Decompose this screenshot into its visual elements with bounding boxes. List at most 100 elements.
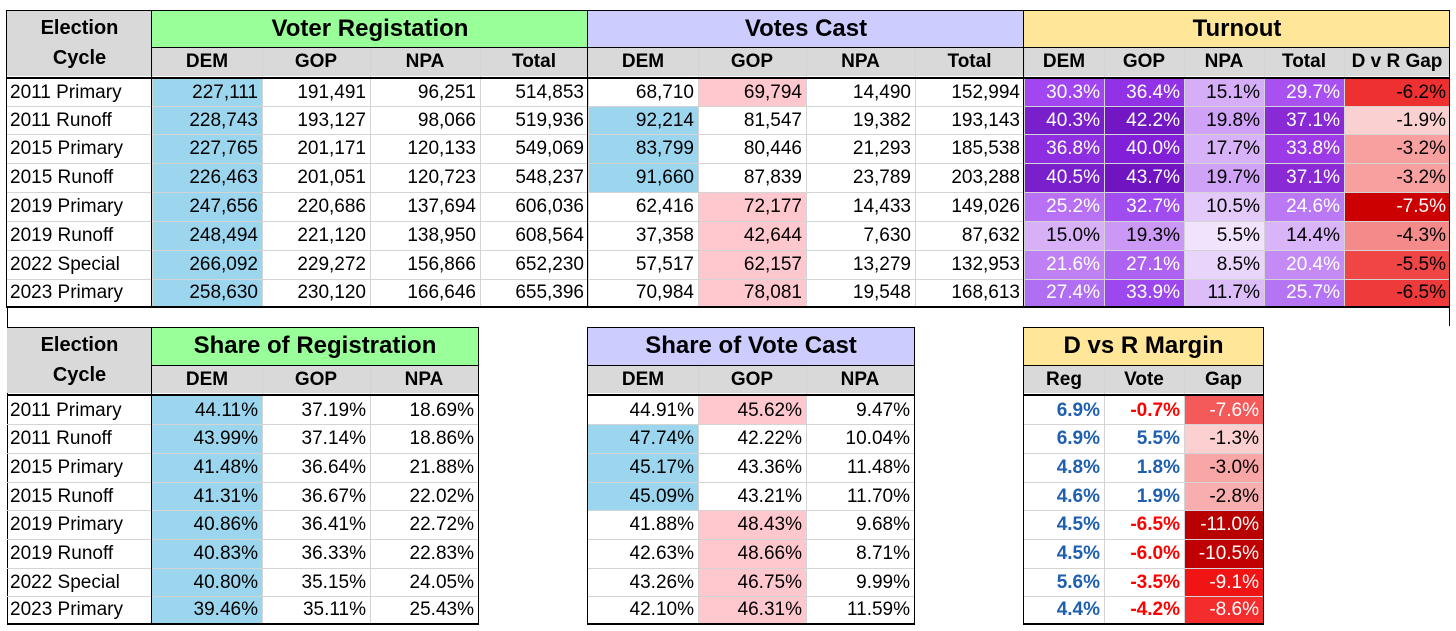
turnout-cell[interactable]: -1.9% — [1344, 106, 1450, 134]
margin-cell[interactable]: -11.0% — [1184, 510, 1263, 539]
share-vote-cell[interactable]: 44.91% — [629, 399, 694, 421]
column-header-gop[interactable]: GOP — [698, 47, 806, 76]
row-label[interactable]: 2019 Primary — [10, 514, 123, 535]
margin-cell[interactable]: 5.5% — [1136, 428, 1180, 449]
votes-cast-cell[interactable]: 70,984 — [635, 282, 694, 303]
share-vote-cell[interactable]: 45.17% — [588, 453, 698, 482]
votes-cast-cell[interactable]: 193,143 — [951, 109, 1020, 131]
share-reg-cell[interactable]: 43.99% — [152, 424, 262, 453]
turnout-cell[interactable]: 33.8% — [1264, 134, 1344, 163]
column-header-dem[interactable]: DEM — [588, 47, 698, 76]
share-vote-cell[interactable]: 46.75% — [698, 568, 806, 596]
margin-cell[interactable]: -3.0% — [1184, 453, 1263, 482]
share-vote-cell[interactable]: 10.04% — [845, 428, 910, 449]
share-vote-cell[interactable]: 47.74% — [588, 424, 698, 453]
votes-cast-cell[interactable]: 19,382 — [852, 109, 911, 131]
registration-cell[interactable]: 247,656 — [152, 192, 262, 221]
turnout-cell[interactable]: -4.3% — [1344, 221, 1450, 250]
registration-cell[interactable]: 201,051 — [297, 167, 366, 188]
share-vote-cell[interactable]: 11.59% — [846, 599, 910, 620]
margin-cell[interactable]: -9.1% — [1184, 568, 1263, 596]
votes-cast-cell[interactable]: 57,517 — [635, 254, 694, 275]
share-vote-cell[interactable]: 42.63% — [629, 543, 694, 564]
margin-cell[interactable]: -3.5% — [1130, 571, 1180, 593]
share-reg-cell[interactable]: 25.43% — [409, 599, 474, 620]
column-header-npa[interactable]: NPA — [1184, 47, 1264, 76]
votes-cast-cell[interactable]: 203,288 — [951, 167, 1020, 188]
votes-cast-cell[interactable]: 7,630 — [863, 225, 911, 246]
turnout-cell[interactable]: 37.1% — [1264, 106, 1344, 134]
row-label[interactable]: 2015 Primary — [10, 457, 123, 478]
column-header-npa[interactable]: NPA — [370, 365, 478, 393]
turnout-cell[interactable]: 8.5% — [1184, 250, 1264, 279]
row-label[interactable]: 2015 Primary — [10, 138, 123, 159]
share-vote-cell[interactable]: 8.71% — [856, 543, 910, 564]
margin-cell[interactable]: -4.2% — [1130, 599, 1180, 620]
row-label[interactable]: 2022 Special — [10, 254, 120, 275]
registration-cell[interactable]: 137,694 — [407, 196, 476, 217]
turnout-cell[interactable]: 30.3% — [1024, 79, 1104, 106]
margin-cell[interactable]: -10.5% — [1184, 539, 1263, 568]
registration-cell[interactable]: 193,127 — [297, 109, 366, 131]
registration-cell[interactable]: 221,120 — [297, 225, 366, 246]
share-vote-cell[interactable]: 43.36% — [737, 457, 802, 478]
votes-cast-cell[interactable]: 152,994 — [951, 82, 1020, 103]
registration-cell[interactable]: 258,630 — [152, 279, 262, 306]
row-label[interactable]: 2023 Primary — [10, 282, 123, 303]
turnout-cell[interactable]: 33.9% — [1104, 279, 1184, 306]
registration-cell[interactable]: 230,120 — [297, 282, 366, 303]
share-reg-cell[interactable]: 24.05% — [409, 571, 474, 593]
column-header-total[interactable]: Total — [915, 47, 1024, 76]
registration-cell[interactable]: 266,092 — [152, 250, 262, 279]
share-vote-cell[interactable]: 11.70% — [846, 485, 910, 507]
share-reg-cell[interactable]: 44.11% — [152, 396, 262, 424]
share-vote-cell[interactable]: 11.48% — [846, 457, 910, 478]
turnout-cell[interactable]: 40.3% — [1024, 106, 1104, 134]
column-header-gop[interactable]: GOP — [1104, 47, 1184, 76]
column-header-npa[interactable]: NPA — [806, 47, 915, 76]
margin-cell[interactable]: 4.5% — [1056, 543, 1100, 564]
share-reg-cell[interactable]: 22.02% — [409, 485, 474, 507]
margin-cell[interactable]: 1.8% — [1136, 457, 1180, 478]
row-label[interactable]: 2019 Runoff — [10, 543, 114, 564]
row-label[interactable]: 2011 Runoff — [10, 428, 112, 449]
margin-cell[interactable]: 5.6% — [1056, 571, 1100, 593]
column-header-gop[interactable]: GOP — [262, 365, 370, 393]
turnout-cell[interactable]: 19.3% — [1104, 221, 1184, 250]
votes-cast-cell[interactable]: 81,547 — [743, 109, 802, 131]
votes-cast-cell[interactable]: 14,490 — [852, 82, 911, 103]
share-reg-cell[interactable]: 37.19% — [301, 399, 366, 421]
share-reg-cell[interactable]: 37.14% — [301, 428, 366, 449]
column-header-dem[interactable]: DEM — [152, 47, 262, 76]
row-label[interactable]: 2011 Primary — [10, 82, 122, 103]
margin-cell[interactable]: 4.5% — [1056, 514, 1100, 535]
margin-cell[interactable]: 1.9% — [1136, 485, 1180, 507]
column-header-npa[interactable]: NPA — [806, 365, 914, 393]
turnout-cell[interactable]: 32.7% — [1104, 192, 1184, 221]
share-reg-cell[interactable]: 36.33% — [301, 543, 366, 564]
registration-cell[interactable]: 652,230 — [515, 254, 584, 275]
registration-cell[interactable]: 608,564 — [515, 225, 584, 246]
votes-cast-cell[interactable]: 13,279 — [852, 254, 911, 275]
share-reg-cell[interactable]: 22.72% — [409, 514, 474, 535]
turnout-cell[interactable]: -6.2% — [1344, 79, 1450, 106]
margin-cell[interactable]: 4.6% — [1056, 485, 1100, 507]
turnout-cell[interactable]: 21.6% — [1024, 250, 1104, 279]
column-header-gap[interactable]: Gap — [1184, 365, 1263, 393]
votes-cast-cell[interactable]: 37,358 — [635, 225, 694, 246]
votes-cast-cell[interactable]: 91,660 — [588, 163, 698, 192]
registration-cell[interactable]: 120,723 — [407, 167, 476, 188]
registration-cell[interactable]: 220,686 — [297, 196, 366, 217]
row-label[interactable]: 2015 Runoff — [10, 485, 114, 507]
share-vote-cell[interactable]: 9.99% — [856, 571, 910, 593]
margin-cell[interactable]: -6.0% — [1130, 543, 1180, 564]
group-header-voter-registation[interactable]: Voter Registation — [152, 10, 588, 47]
votes-cast-cell[interactable]: 23,789 — [852, 167, 911, 188]
registration-cell[interactable]: 96,251 — [417, 82, 476, 103]
registration-cell[interactable]: 227,765 — [152, 134, 262, 163]
share-vote-cell[interactable]: 41.88% — [629, 514, 694, 535]
column-header-d-v-r-gap[interactable]: D v R Gap — [1344, 47, 1450, 76]
turnout-cell[interactable]: 10.5% — [1184, 192, 1264, 221]
registration-cell[interactable]: 120,133 — [407, 138, 476, 159]
share-vote-cell[interactable]: 48.43% — [698, 510, 806, 539]
